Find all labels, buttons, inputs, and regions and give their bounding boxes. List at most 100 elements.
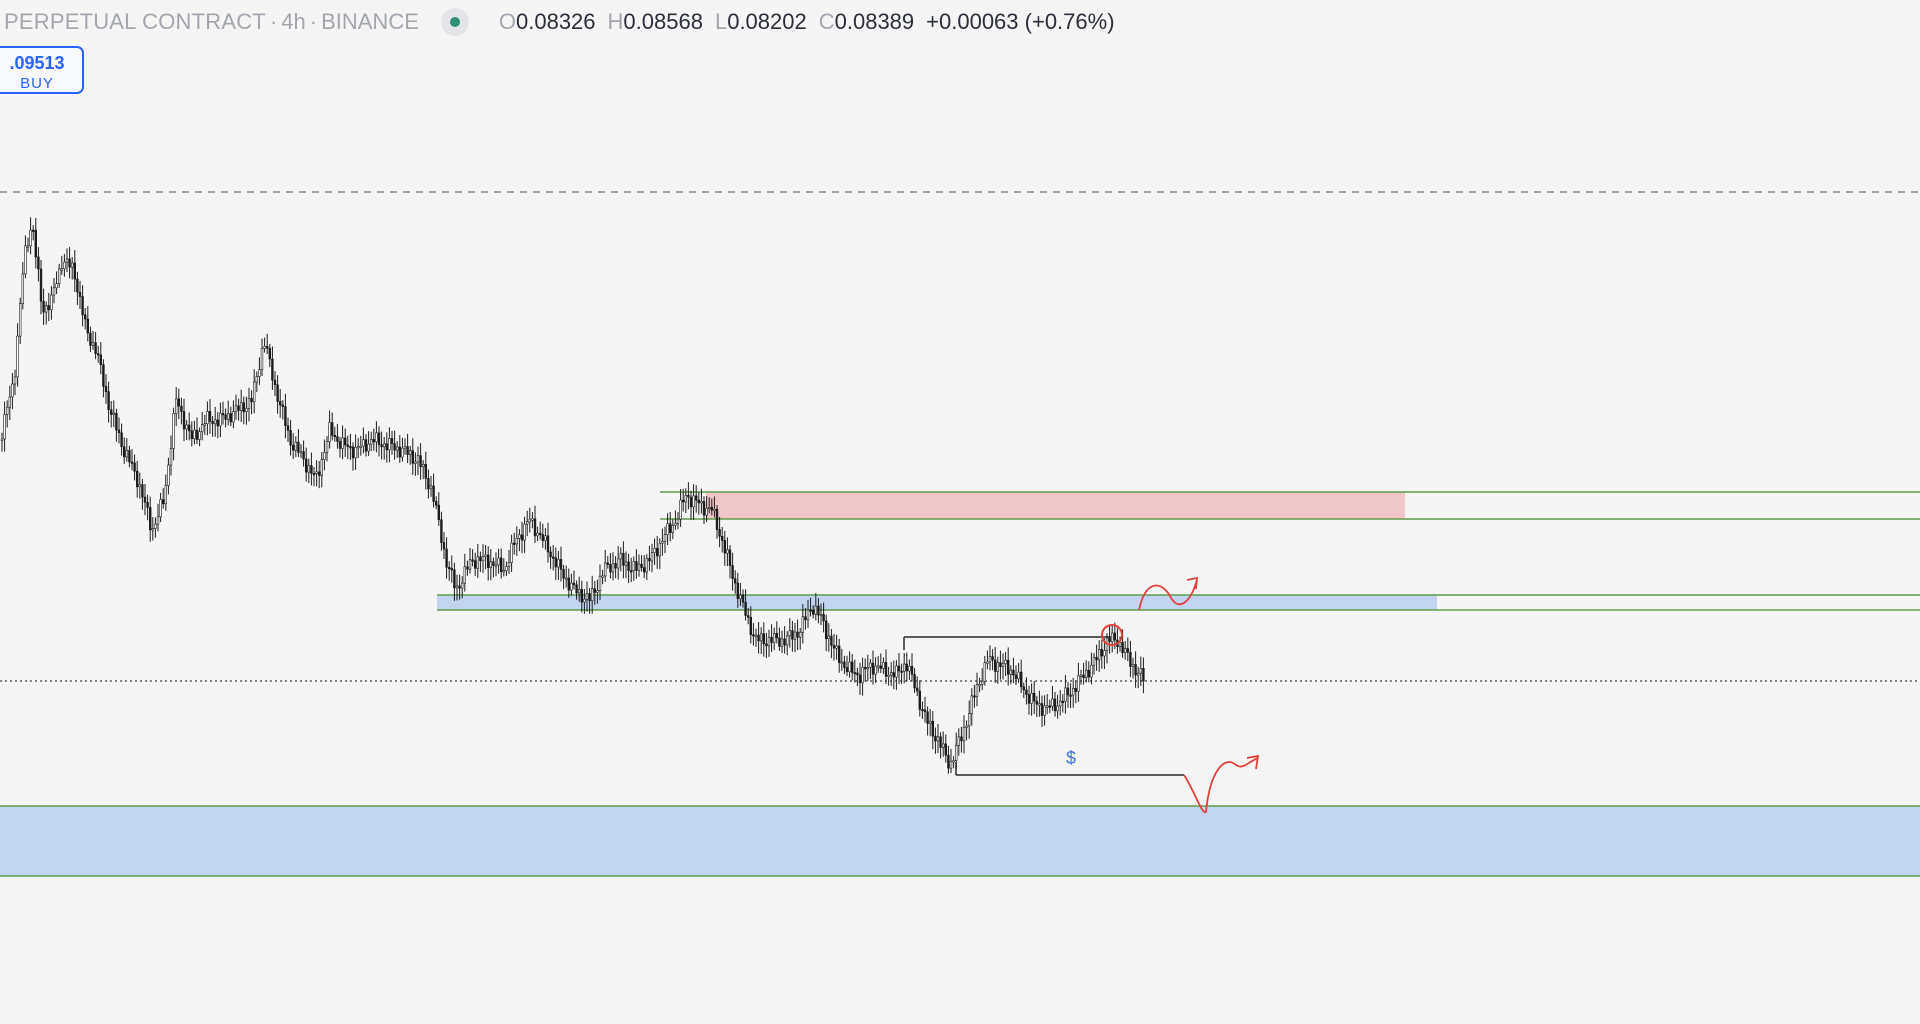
candle-body [1077, 675, 1080, 692]
candle-body [1131, 664, 1135, 667]
candle-body [393, 443, 396, 451]
candle-body [1087, 669, 1091, 678]
candle-body [928, 720, 932, 724]
candle-body [593, 588, 597, 593]
candle-body [585, 593, 589, 600]
candle-body [1043, 705, 1046, 716]
candle-body [505, 566, 508, 571]
candle-body [619, 552, 623, 560]
candlestick-series [0, 217, 1145, 774]
candle-body [788, 630, 792, 637]
ohlc-high: H0.08568 [608, 9, 703, 35]
candle-body [120, 432, 123, 448]
candle-body [263, 346, 266, 349]
candle-body [1126, 648, 1130, 653]
candle-body [245, 408, 248, 413]
candle-body [739, 594, 742, 599]
open-key: O [498, 9, 516, 34]
candle-body [941, 743, 945, 748]
candle-body [993, 659, 997, 672]
separator: · [309, 9, 318, 34]
candle-body [107, 391, 110, 410]
candle-body [889, 672, 893, 676]
candle-body [557, 559, 560, 568]
candle-body [858, 674, 862, 684]
candle-body [765, 643, 768, 647]
candle-body [216, 419, 219, 427]
candle-body [398, 446, 401, 458]
candle-body [1121, 641, 1124, 654]
candle-body [814, 605, 818, 615]
candle-body [240, 402, 243, 411]
candle-body [1090, 664, 1093, 678]
candle-body [138, 484, 141, 488]
candle-body [317, 471, 321, 476]
candle-body [237, 405, 240, 411]
bullish-projection-arrow[interactable] [1138, 579, 1198, 611]
candle-body [757, 634, 760, 642]
mid-demand-zone[interactable] [437, 595, 1437, 610]
candle-body [887, 674, 890, 677]
candle-body [63, 261, 66, 270]
candle-body [983, 662, 987, 682]
symbol-title[interactable]: PERPETUAL CONTRACT [4, 9, 266, 34]
candle-body [281, 404, 284, 407]
highlight-circle[interactable] [1101, 624, 1123, 646]
candle-body [86, 318, 90, 334]
candle-body [676, 518, 680, 524]
candle-body [369, 439, 373, 445]
candle-body [554, 557, 558, 568]
candle-body [299, 451, 303, 454]
candle-body [949, 760, 953, 769]
candle-body [221, 413, 225, 416]
candle-body [616, 558, 620, 569]
candle-body [700, 501, 703, 504]
candle-body [850, 661, 854, 673]
candle-body [767, 636, 771, 647]
candle-body [169, 448, 173, 466]
candle-body [544, 535, 547, 541]
candle-body [455, 585, 459, 589]
interval-label[interactable]: 4h [281, 9, 306, 34]
candle-body [822, 614, 825, 622]
candle-body [772, 632, 776, 643]
candle-body [720, 536, 724, 541]
candle-body [188, 424, 191, 432]
buy-button[interactable]: .09513 BUY [0, 46, 84, 94]
supply-zone[interactable] [706, 492, 1405, 519]
candle-body [663, 534, 667, 542]
market-status-icon[interactable] [440, 8, 469, 36]
candle-body [681, 499, 685, 503]
candle-body [320, 459, 323, 476]
candle-body [837, 645, 841, 663]
candle-body [952, 760, 955, 763]
candle-body [55, 283, 58, 289]
candle-body [796, 631, 799, 638]
candle-body [164, 485, 167, 505]
candle-body [325, 441, 329, 453]
low-key: L [714, 9, 728, 34]
candle-body [1095, 656, 1098, 661]
exchange-label: BINANCE [321, 9, 419, 34]
candle-body [986, 661, 989, 664]
candle-body [16, 335, 19, 378]
candle-body [341, 437, 344, 449]
candle-body [294, 441, 297, 451]
candle-body [830, 635, 833, 646]
lower-demand-zone[interactable] [0, 806, 1920, 876]
candle-body [1066, 687, 1070, 696]
candle-body [801, 616, 805, 633]
candle-body [1033, 692, 1036, 702]
candle-body [143, 496, 147, 503]
candle-body [819, 614, 823, 617]
candle-body [590, 588, 594, 602]
candle-body [289, 430, 292, 446]
candle-body [892, 672, 896, 678]
sweep-projection-arrow[interactable] [1183, 757, 1259, 813]
candle-body [926, 711, 929, 724]
candle-body [661, 541, 664, 544]
candle-body [162, 499, 165, 505]
sweep-arrowhead-icon [1246, 754, 1260, 770]
candle-body [484, 554, 487, 557]
